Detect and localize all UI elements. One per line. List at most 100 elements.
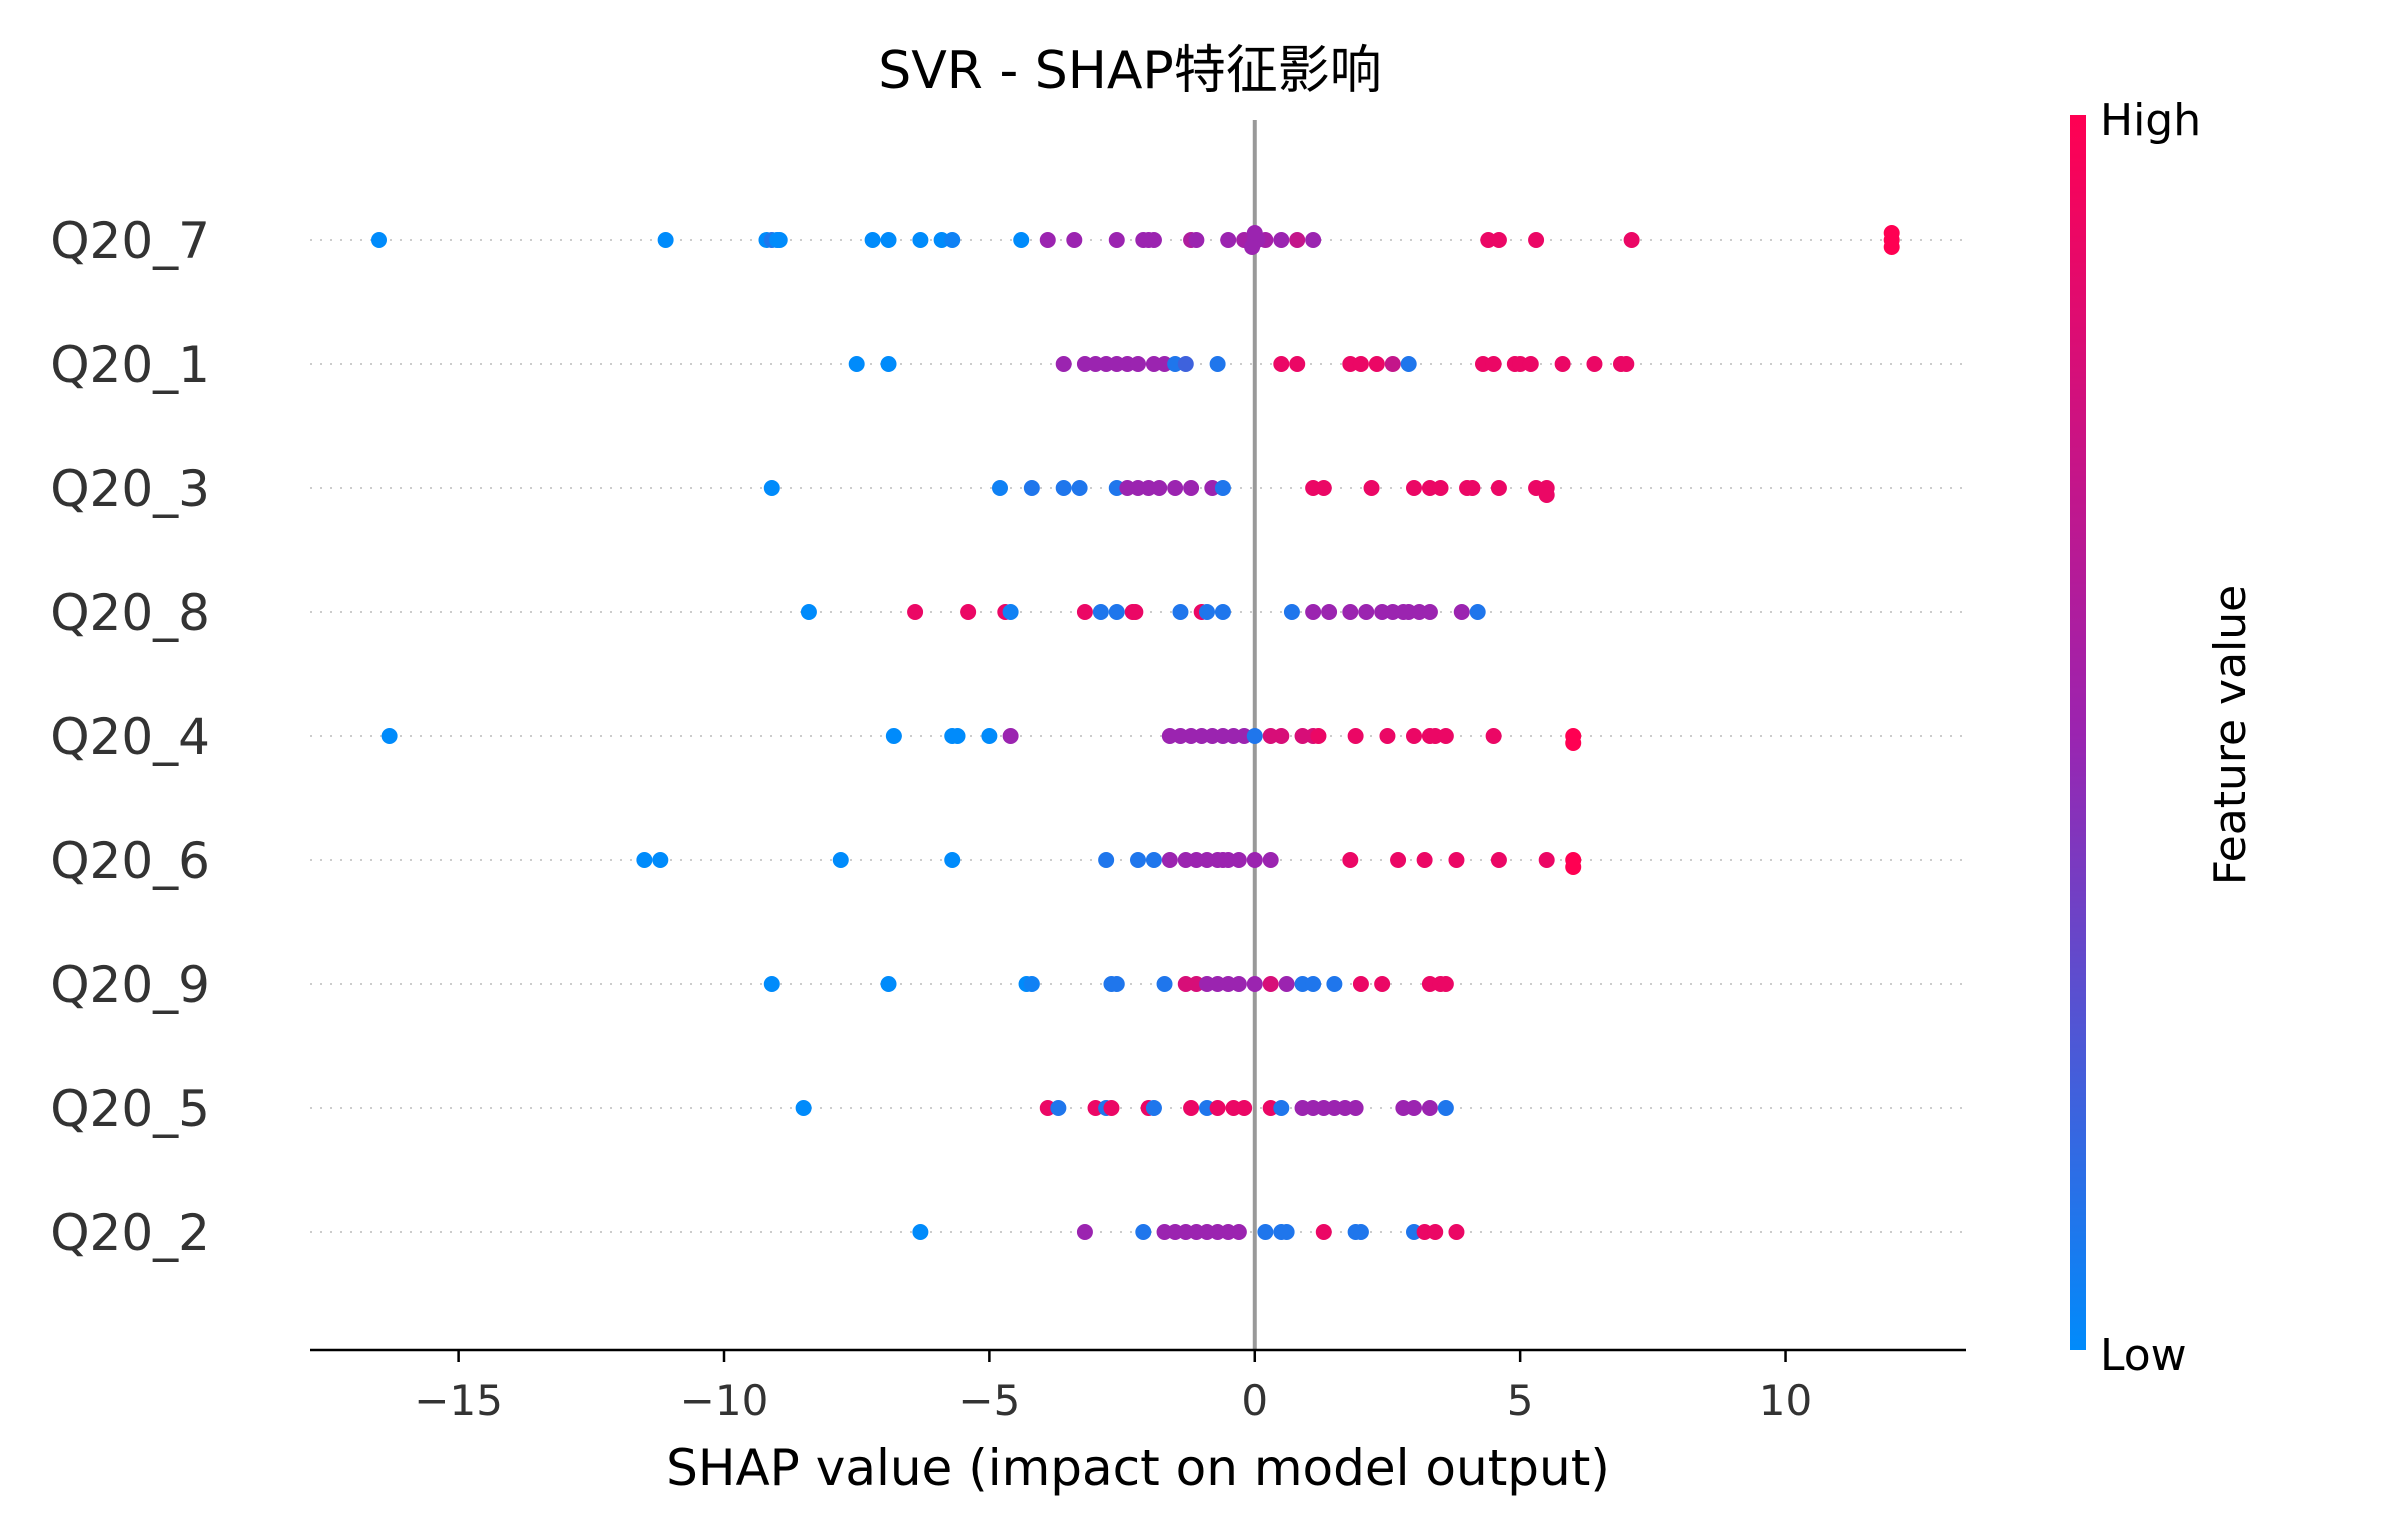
shap-point: [1448, 852, 1465, 868]
feature-label: Q20_8: [50, 584, 210, 642]
shap-point: [1244, 239, 1261, 255]
shap-point: [1289, 232, 1306, 248]
shap-point: [880, 232, 897, 248]
shap-point: [1289, 356, 1306, 372]
shap-point: [1183, 1100, 1200, 1116]
shap-point: [1209, 356, 1226, 372]
x-tick-label: −5: [958, 1376, 1020, 1425]
colorbar: [2070, 115, 2086, 1350]
shap-point: [1347, 728, 1364, 744]
shap-point: [1586, 356, 1603, 372]
shap-point: [1321, 604, 1338, 620]
shap-point: [992, 480, 1008, 496]
shap-point: [1623, 232, 1640, 248]
shap-point: [1076, 604, 1093, 620]
shap-point: [1368, 356, 1385, 372]
shap-point: [1108, 232, 1125, 248]
x-tick-label: 10: [1759, 1376, 1812, 1425]
shap-point: [1326, 976, 1343, 992]
shap-point: [1437, 1100, 1454, 1116]
shap-point: [1406, 728, 1422, 744]
x-axis-label: SHAP value (impact on model output): [666, 1439, 1610, 1497]
shap-point: [1130, 356, 1146, 372]
shap-point: [1039, 232, 1056, 248]
shap-point: [960, 604, 977, 620]
shap-point: [1469, 604, 1486, 620]
shap-point: [1485, 356, 1502, 372]
shap-point: [1151, 480, 1168, 496]
shap-point: [381, 728, 398, 744]
colorbar-high-label: High: [2100, 95, 2201, 146]
shap-point: [371, 232, 387, 248]
shap-point: [1485, 728, 1502, 744]
shap-point: [1055, 356, 1072, 372]
shap-point: [1554, 356, 1571, 372]
shap-point: [1352, 976, 1369, 992]
feature-rows: Q20_7 Q20_1 Q20_3 Q20_8 Q20_4 Q20_6 Q20_9 Q20_5…: [50, 212, 1966, 1262]
shap-point: [636, 852, 653, 868]
shap-point: [1278, 1224, 1295, 1240]
shap-point: [1214, 604, 1231, 620]
shap-point: [880, 356, 897, 372]
x-tick-label: −10: [680, 1376, 769, 1425]
shap-point: [1352, 356, 1369, 372]
shap-point: [1883, 225, 1900, 241]
shap-point: [1002, 728, 1019, 744]
shap-point: [763, 480, 780, 496]
shap-point: [1883, 239, 1900, 255]
shap-point: [1130, 852, 1146, 868]
shap-point: [981, 728, 998, 744]
feature-label: Q20_1: [50, 336, 210, 394]
shap-point: [1379, 728, 1396, 744]
shap-point: [1305, 604, 1322, 620]
shap-point: [912, 1224, 929, 1240]
feature-label: Q20_4: [50, 708, 210, 766]
shap-point: [1108, 604, 1125, 620]
shap-point: [1374, 976, 1391, 992]
feature-label: Q20_2: [50, 1204, 210, 1262]
shap-point: [944, 852, 961, 868]
x-tick-label: −15: [414, 1376, 503, 1425]
shap-point: [1161, 852, 1178, 868]
shap-point: [949, 728, 966, 744]
shap-point: [1246, 976, 1263, 992]
shap-point: [1384, 356, 1401, 372]
shap-point: [1220, 232, 1237, 248]
colorbar-title: Feature value: [2205, 585, 2256, 885]
shap-point: [1347, 1100, 1364, 1116]
shap-point: [1023, 976, 1040, 992]
shap-point: [1565, 859, 1582, 875]
shap-point: [1172, 604, 1189, 620]
shap-point: [1278, 976, 1295, 992]
shap-point: [1230, 976, 1247, 992]
shap-point: [1183, 480, 1200, 496]
shap-point: [1071, 480, 1088, 496]
shap-point: [1437, 728, 1454, 744]
shap-point: [1283, 604, 1300, 620]
shap-point: [1262, 976, 1279, 992]
shap-point: [885, 728, 902, 744]
shap-point: [1416, 852, 1433, 868]
shap-point: [1199, 604, 1215, 620]
shap-point: [657, 232, 674, 248]
shap-point: [763, 976, 780, 992]
shap-point: [1522, 356, 1539, 372]
shap-point: [1246, 852, 1263, 868]
shap-point: [1127, 604, 1144, 620]
shap-point: [1013, 232, 1030, 248]
shap-point: [1230, 852, 1247, 868]
chart-title: SVR - SHAP特征影响: [878, 41, 1382, 101]
shap-point: [1108, 976, 1125, 992]
shap-point: [1453, 604, 1470, 620]
shap-point: [1236, 1100, 1253, 1116]
shap-point: [1464, 480, 1481, 496]
shap-point: [1352, 1224, 1369, 1240]
shap-point: [848, 356, 865, 372]
shap-point: [1448, 1224, 1465, 1240]
feature-label: Q20_5: [50, 1080, 210, 1138]
shap-point: [1098, 852, 1115, 868]
shap-point: [1262, 852, 1279, 868]
shap-point: [1305, 232, 1322, 248]
shap-point: [771, 232, 788, 248]
shap-point: [1437, 976, 1454, 992]
